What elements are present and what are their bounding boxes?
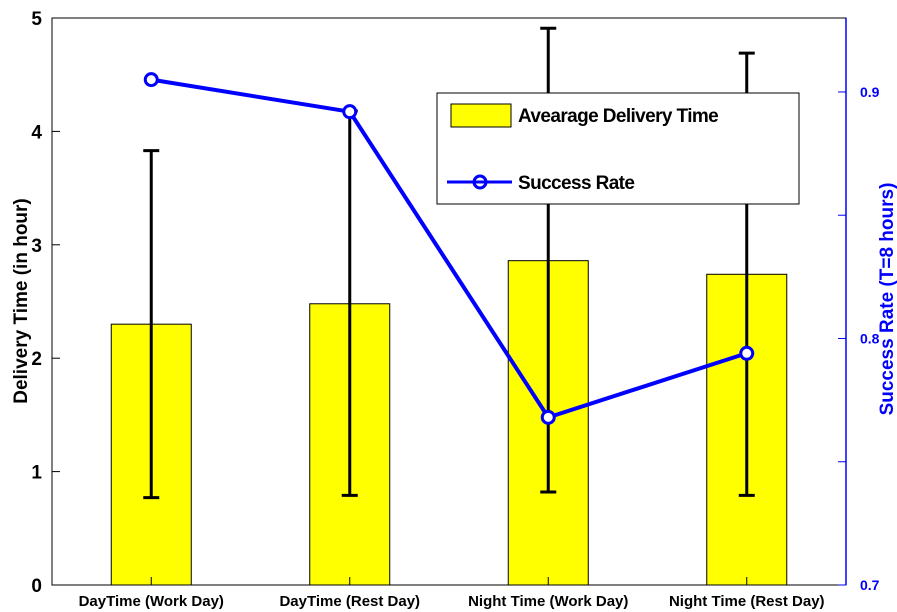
legend: Avearage Delivery Time Success Rate <box>436 92 800 205</box>
x-tick-label: DayTime (Rest Day) <box>279 593 420 610</box>
y-right-tick-label: 0.7 <box>860 577 880 593</box>
y-right-tick-label: 0.8 <box>860 330 880 346</box>
y-right-axis-label: Success Rate (T=8 hours) <box>877 183 897 416</box>
success-line-layer <box>143 72 755 425</box>
success-rate-point <box>540 409 556 425</box>
x-axis: DayTime (Work Day) DayTime (Rest Day) Nigh… <box>79 577 825 610</box>
success-rate-point <box>143 72 159 88</box>
legend-bar-label: Avearage Delivery Time <box>518 106 718 127</box>
success-rate-line <box>150 77 748 420</box>
legend-bar-swatch <box>450 103 512 128</box>
y-axis-label: Delivery Time (in hour) <box>11 198 32 404</box>
legend-line-marker <box>472 174 488 190</box>
x-tick-label: Night Time (Rest Day) <box>669 593 825 610</box>
y-tick-label: 1 <box>31 463 42 484</box>
y-tick-label: 5 <box>31 9 42 30</box>
y-tick-label: 3 <box>31 236 42 257</box>
legend-line-label: Success Rate <box>518 173 634 194</box>
right-axis: 0.7 0.8 0.9 <box>838 18 880 593</box>
bar-layer <box>110 260 788 586</box>
y-tick-label: 0 <box>31 576 42 597</box>
y-tick-label: 2 <box>31 349 42 370</box>
y-tick-label: 4 <box>31 122 42 143</box>
success-rate-point <box>342 104 358 120</box>
success-rate-point <box>739 345 755 361</box>
x-tick-label: Night Time (Work Day) <box>468 593 628 610</box>
x-tick-label: DayTime (Work Day) <box>79 593 224 610</box>
y-right-tick-label: 0.9 <box>860 84 880 100</box>
left-axis: 0 1 2 3 4 5 <box>31 9 60 597</box>
